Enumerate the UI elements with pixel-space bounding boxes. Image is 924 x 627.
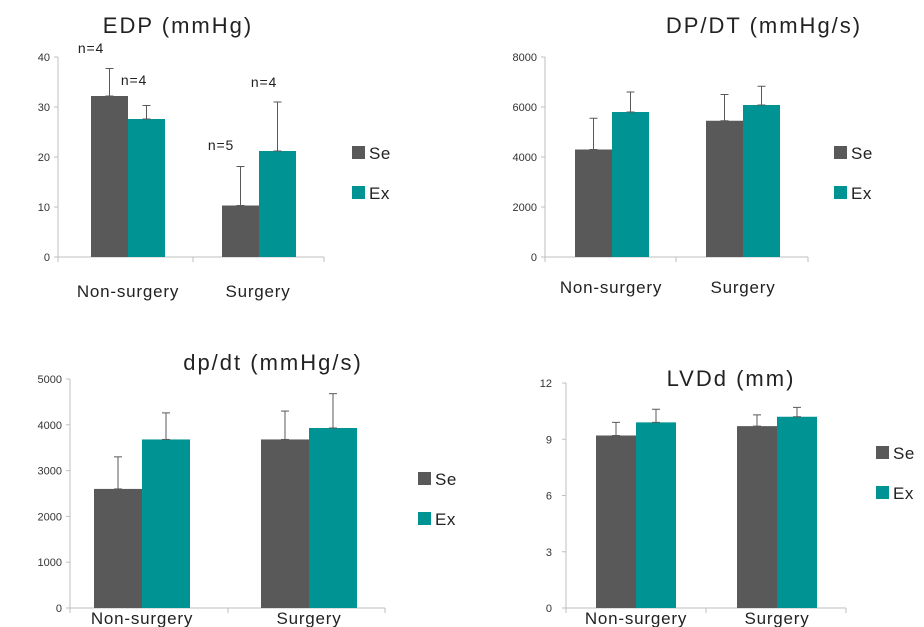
x-category-label: Non-surgery	[91, 609, 193, 627]
x-category-label: Surgery	[710, 278, 775, 297]
sample-size-label: n=5	[208, 137, 234, 153]
y-tick-label: 8000	[513, 52, 537, 64]
legend-swatch-ex	[352, 186, 365, 199]
bar-ex-1	[777, 416, 817, 608]
chart-panel-3: dp/dt (mmHg/s) 0 1000 2000 3000 4000 5000 Non-s…	[38, 350, 457, 627]
bar-se-1	[222, 205, 259, 257]
legend-swatch-se	[418, 472, 431, 485]
bar-ex-0	[636, 422, 676, 608]
legend-swatch-se	[876, 446, 889, 459]
bar-se-1	[706, 120, 743, 257]
chart-panel-4: LVDd (mm) 0 3 6 9 12 Non-surgery Surgery Se Ex	[540, 366, 915, 627]
y-tick-label: 10	[38, 202, 50, 214]
bar-se-0	[596, 435, 636, 608]
bar-ex-1	[309, 428, 357, 608]
legend-label-ex: Ex	[369, 184, 390, 203]
y-tick-label: 1000	[38, 557, 62, 569]
y-tick-label: 6	[546, 491, 552, 503]
legend-swatch-se	[352, 146, 365, 159]
chart-title: EDP (mmHg)	[103, 13, 253, 38]
bar-ex-0	[128, 119, 165, 257]
legend-label-ex: Ex	[893, 484, 914, 503]
bar-se-1	[261, 439, 309, 608]
legend-swatch-ex	[418, 512, 431, 525]
y-tick-label: 2000	[513, 202, 537, 214]
legend-label-se: Se	[851, 144, 873, 163]
y-tick-label: 0	[56, 603, 62, 615]
bar-se-0	[94, 488, 142, 608]
bar-ex-0	[142, 439, 190, 608]
y-tick-label: 6000	[513, 102, 537, 114]
y-tick-label: 0	[546, 603, 552, 615]
legend-swatch-ex	[876, 486, 889, 499]
legend-swatch-ex	[834, 186, 847, 199]
legend-label-se: Se	[435, 470, 457, 489]
x-category-label: Surgery	[225, 282, 290, 301]
y-tick-label: 4000	[38, 420, 62, 432]
legend-label-ex: Ex	[851, 184, 872, 203]
legend-swatch-se	[834, 146, 847, 159]
sample-size-label: n=4	[251, 74, 277, 90]
y-tick-label: 30	[38, 102, 50, 114]
chart-title: LVDd (mm)	[667, 366, 796, 391]
sample-size-label: n=4	[78, 40, 104, 56]
x-category-label: Non-surgery	[77, 282, 179, 301]
bar-ex-1	[259, 151, 296, 257]
y-tick-label: 3	[546, 547, 552, 559]
y-tick-label: 12	[540, 378, 552, 390]
y-tick-label: 5000	[38, 374, 62, 386]
legend-label-ex: Ex	[435, 510, 456, 529]
legend-label-se: Se	[369, 144, 391, 163]
bar-se-0	[91, 96, 128, 257]
sample-size-label: n=4	[121, 72, 147, 88]
chart-panel-2: DP/DT (mmHg/s) 0 2000 4000 6000 8000 Non-surge…	[513, 13, 873, 297]
y-tick-label: 2000	[38, 511, 62, 523]
x-category-label: Surgery	[276, 609, 341, 627]
y-tick-label: 20	[38, 152, 50, 164]
y-tick-label: 0	[44, 252, 50, 264]
x-category-label: Non-surgery	[585, 609, 687, 627]
y-tick-label: 3000	[38, 466, 62, 478]
bar-se-1	[737, 426, 777, 608]
legend-label-se: Se	[893, 444, 915, 463]
y-tick-label: 4000	[513, 152, 537, 164]
chart-title: DP/DT (mmHg/s)	[666, 13, 862, 38]
chart-title: dp/dt (mmHg/s)	[183, 350, 363, 375]
bar-ex-0	[612, 112, 649, 257]
y-tick-label: 0	[531, 252, 537, 264]
x-category-label: Surgery	[744, 609, 809, 627]
y-tick-label: 40	[38, 52, 50, 64]
bar-se-0	[575, 149, 612, 257]
y-tick-label: 9	[546, 434, 552, 446]
chart-panel-1: EDP (mmHg) 0 10 20 30 40 Non-surgery Surgery Se E…	[38, 13, 391, 301]
bar-ex-1	[743, 105, 780, 257]
x-category-label: Non-surgery	[560, 278, 662, 297]
